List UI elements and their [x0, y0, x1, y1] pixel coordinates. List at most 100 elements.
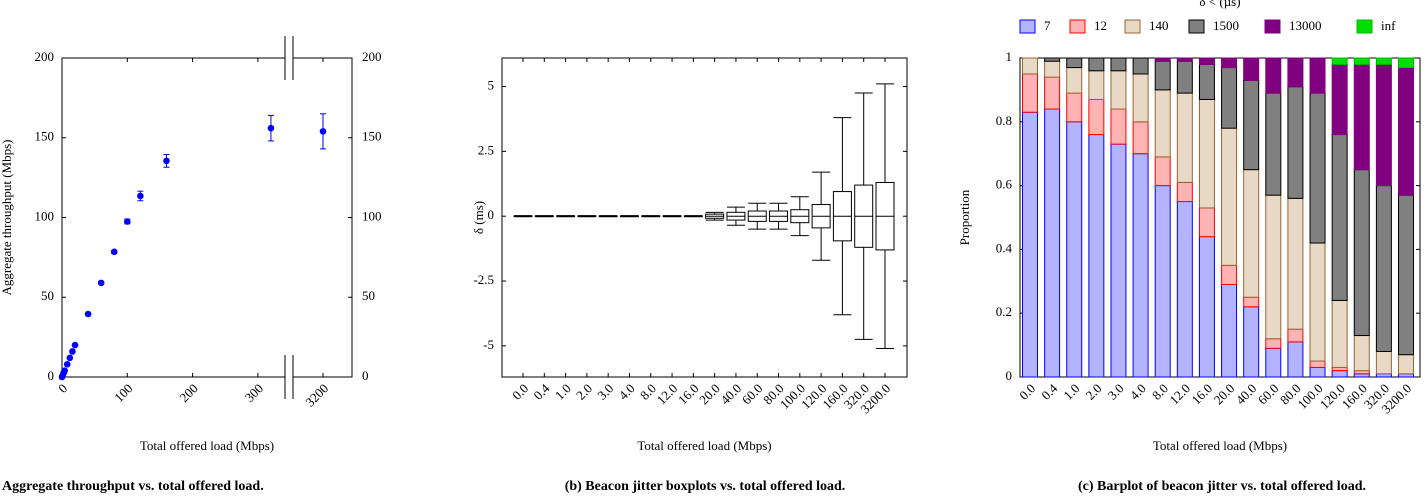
legend-swatch [1069, 19, 1086, 34]
bar-segment [1353, 335, 1370, 372]
bar-segment [1331, 134, 1348, 301]
y-tick-label-right: 150 [362, 129, 382, 144]
bar-segment [1243, 169, 1260, 298]
y-tick-label: 50 [41, 288, 54, 303]
bar-segment [1265, 347, 1282, 378]
bar-segment [1044, 76, 1061, 110]
bar-segment [1309, 360, 1326, 368]
bar-segment [1022, 73, 1038, 113]
bar-segment [1132, 121, 1149, 155]
x-tick-label: 1.0 [552, 381, 574, 403]
y-tick-label-right: 0 [362, 368, 369, 383]
x-tick-label: 1.0 [1060, 381, 1082, 403]
y-tick-label: -2.5 [473, 272, 494, 287]
bar-segment [1221, 67, 1238, 129]
bar-segment [1176, 57, 1193, 62]
caption: (b) Beacon jitter boxplots vs. total off… [565, 479, 846, 494]
x-tick-label: 60.0 [1255, 381, 1282, 408]
bar-segment [1398, 57, 1414, 69]
bar-segment [1176, 201, 1193, 378]
data-point [123, 218, 131, 225]
bar-segment [1243, 79, 1260, 171]
bar-segment [1154, 60, 1171, 91]
y-tick-label: 1 [1006, 49, 1013, 64]
y-tick-label: 2.5 [478, 142, 494, 157]
legend-swatch [1356, 19, 1373, 34]
bar-segment [1022, 111, 1038, 378]
y-tick-label-right: 100 [362, 208, 382, 223]
bar-segment [1287, 341, 1304, 378]
bar-segment [1243, 57, 1260, 81]
data-point [319, 128, 327, 135]
bar-segment [1132, 153, 1149, 378]
y-axis-label: Aggregate throughput (Mbps) [0, 140, 14, 296]
x-axis-label: Total offered load (Mbps) [1153, 438, 1287, 453]
x-tick-label: 8.0 [1149, 381, 1171, 403]
bar-segment [1398, 194, 1414, 356]
plot-frame [501, 57, 908, 378]
bar-segment [1022, 57, 1038, 75]
y-tick-label: 150 [35, 129, 55, 144]
bar-segment [1243, 296, 1260, 308]
bar-segment [1375, 63, 1392, 187]
data-point [69, 348, 76, 355]
data-point [97, 279, 105, 287]
data-point [61, 367, 68, 374]
bar-segment [1088, 70, 1105, 100]
x-tick-label: 4.0 [1127, 381, 1149, 403]
data-point [137, 192, 144, 200]
bar-segment [1176, 92, 1193, 183]
x-tick-label: 2.0 [1082, 381, 1104, 403]
x-tick-label: 3200 [302, 381, 331, 410]
legend-swatch [1124, 19, 1141, 34]
bar-segment [1198, 207, 1215, 238]
legend-label: inf [1381, 18, 1396, 33]
bar-segment [1265, 338, 1282, 349]
x-tick-label: 12.0 [1166, 381, 1193, 408]
y-tick-label: 5 [488, 78, 495, 93]
bar-segment [1265, 194, 1282, 340]
x-tick-label: 200 [176, 381, 200, 405]
bar-segment [1176, 181, 1193, 203]
data-point [110, 248, 118, 256]
bar-segment [1331, 57, 1348, 65]
bar-segment [1198, 236, 1215, 378]
y-tick-label: 0.6 [996, 177, 1013, 192]
bar-segment [1198, 57, 1215, 65]
x-tick-label: 300 [242, 381, 266, 405]
axis-break-gap [285, 36, 293, 80]
bar-segment [1088, 134, 1105, 378]
bar-segment [1221, 57, 1238, 69]
data-point [66, 354, 74, 362]
bar-segment [1154, 185, 1171, 378]
bar-segment [1375, 350, 1392, 375]
bar-segment [1375, 185, 1392, 352]
data-point [63, 360, 71, 368]
x-tick-label: 20.0 [1211, 381, 1238, 408]
plot-frame [1019, 57, 1421, 378]
bar-segment [1309, 57, 1326, 94]
y-tick-label: 200 [35, 49, 55, 64]
bar-segment [1066, 57, 1083, 69]
data-point [71, 341, 79, 349]
bar-segment [1353, 57, 1370, 65]
bar-segment [1287, 86, 1304, 199]
x-tick-label: 0.4 [1038, 380, 1060, 402]
y-tick-label-right: 50 [362, 288, 375, 303]
bar-segment [1110, 57, 1127, 72]
bar-segment [1265, 57, 1282, 94]
bar-segment [1309, 366, 1326, 378]
bar-segment [1398, 67, 1414, 196]
x-tick-label: 16.0 [1188, 381, 1215, 408]
legend-label: 1500 [1213, 18, 1239, 33]
data-point [163, 157, 170, 165]
bar-segment [1331, 299, 1348, 368]
y-axis-label: Proportion [957, 189, 972, 245]
bar-segment [1243, 306, 1260, 378]
x-axis-label: Total offered load (Mbps) [637, 438, 771, 453]
bar-segment [1375, 57, 1392, 65]
bar-segment [1110, 70, 1127, 110]
x-tick-label: 2.0 [573, 381, 595, 403]
bar-segment [1066, 121, 1083, 378]
x-tick-label: 40.0 [1233, 381, 1260, 408]
